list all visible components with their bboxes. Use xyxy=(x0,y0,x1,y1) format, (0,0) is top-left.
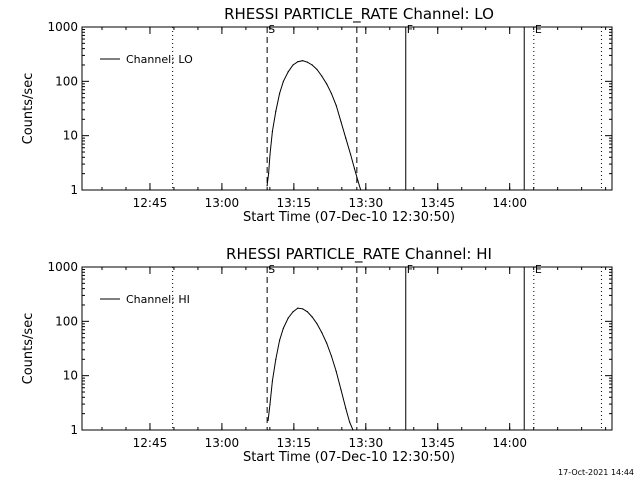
y-axis-label: Counts/sec xyxy=(21,73,36,145)
data-point xyxy=(352,429,354,431)
data-point xyxy=(267,173,270,175)
x-tick-label: 13:15 xyxy=(277,436,312,450)
chart-title: RHESSI PARTICLE_RATE Channel: LO xyxy=(224,5,494,24)
chart-panel-2: RHESSI PARTICLE_RATE Channel: HI 1 10 100 10… xyxy=(21,245,613,465)
marker-label: F xyxy=(407,23,413,36)
data-point xyxy=(282,80,285,82)
data-point xyxy=(316,68,318,71)
y-tick-label: 100 xyxy=(55,74,78,88)
series-line-1 xyxy=(266,60,362,191)
marker-label: S xyxy=(268,263,275,276)
data-point xyxy=(267,419,269,422)
data-point xyxy=(266,185,268,187)
data-point xyxy=(345,407,347,409)
y-tick-label: 10 xyxy=(63,369,78,383)
data-point xyxy=(271,380,274,382)
x-tick-label: 13:00 xyxy=(205,436,240,450)
y-tick-label: 100 xyxy=(55,314,78,328)
y-tick-label: 1 xyxy=(70,423,78,437)
marker-label: E xyxy=(535,263,542,276)
data-point xyxy=(311,64,313,66)
data-point xyxy=(321,75,323,77)
data-point xyxy=(326,83,328,85)
data-point xyxy=(311,316,313,318)
chart-title: RHESSI PARTICLE_RATE Channel: HI xyxy=(226,245,492,264)
x-tick-label: 13:45 xyxy=(420,196,455,210)
x-tick-label: 13:30 xyxy=(349,436,384,450)
y-tick-label: 1 xyxy=(70,183,78,197)
y-tick-label: 1000 xyxy=(47,260,78,274)
plot-frame xyxy=(81,26,613,191)
x-tick-label: 13:00 xyxy=(205,196,240,210)
legend-label: Channel: LO xyxy=(126,53,193,66)
data-point xyxy=(335,370,337,372)
data-point xyxy=(349,421,351,423)
chart-panel-1: RHESSI PARTICLE_RATE Channel: LO 1 10 100 10… xyxy=(21,5,613,225)
data-point xyxy=(340,389,342,391)
data-point xyxy=(326,342,328,344)
x-tick-label: 14:00 xyxy=(492,196,527,210)
data-point xyxy=(275,110,277,112)
data-point xyxy=(282,327,285,329)
data-point xyxy=(292,64,294,66)
data-point xyxy=(360,189,362,191)
data-point xyxy=(297,307,299,309)
data-point xyxy=(297,61,299,63)
data-point xyxy=(335,104,337,107)
data-point xyxy=(275,358,277,360)
data-point xyxy=(345,137,347,139)
data-point xyxy=(302,308,304,310)
data-point xyxy=(269,153,271,156)
x-tick-label: 13:30 xyxy=(349,196,384,210)
series-line-2 xyxy=(267,307,354,431)
plot-frame xyxy=(81,266,613,431)
marker-label: S xyxy=(268,23,275,36)
data-point xyxy=(330,92,333,94)
y-tick-label: 10 xyxy=(63,129,78,143)
data-point xyxy=(357,179,359,182)
x-tick-label: 13:45 xyxy=(420,436,455,450)
data-point xyxy=(279,339,281,341)
data-point xyxy=(292,311,294,313)
marker-label: F xyxy=(407,263,413,276)
data-point xyxy=(340,121,342,123)
x-tick-label: 12:45 xyxy=(133,196,168,210)
data-point xyxy=(306,311,309,313)
data-point xyxy=(353,167,356,169)
data-point xyxy=(287,71,289,73)
y-axis-label: Counts/sec xyxy=(21,313,36,385)
x-tick-label: 13:15 xyxy=(277,196,312,210)
x-axis-label: Start Time (07-Dec-10 12:30:50) xyxy=(243,210,455,225)
y-tick-label: 1000 xyxy=(47,20,78,34)
data-point xyxy=(330,355,333,357)
data-point xyxy=(271,130,274,132)
generation-timestamp: 17-Oct-2021 14:44 xyxy=(558,468,634,477)
data-point xyxy=(321,332,323,334)
x-tick-label: 12:45 xyxy=(133,436,168,450)
legend-label: Channel: HI xyxy=(126,293,190,306)
marker-label: E xyxy=(535,23,542,36)
data-point xyxy=(287,317,289,319)
data-point xyxy=(302,60,304,62)
x-axis-label: Start Time (07-Dec-10 12:30:50) xyxy=(243,450,455,465)
x-tick-label: 14:00 xyxy=(492,436,527,450)
data-point xyxy=(306,61,309,63)
data-point xyxy=(279,92,281,94)
data-point xyxy=(316,323,318,325)
data-point xyxy=(269,403,271,405)
data-point xyxy=(349,153,352,156)
